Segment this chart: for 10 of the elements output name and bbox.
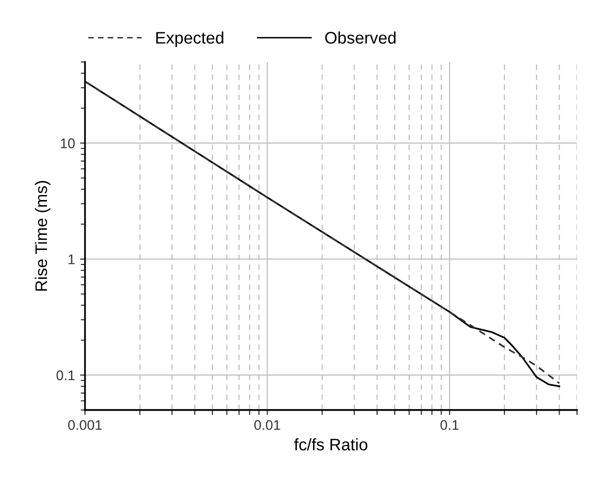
y-tick-label: 0.1 [56,370,75,380]
x-tick-label: 0.001 [68,420,102,430]
legend-label: Observed [325,31,396,44]
y-tick-label: 1 [68,254,75,264]
x-axis-title: fc/fs Ratio [294,438,368,450]
x-tick-label: 0.01 [254,420,280,430]
y-tick-label: 10 [60,138,75,148]
y-axis-title: Rise Time (ms) [34,181,50,291]
x-tick-label: 0.1 [440,420,459,430]
legend-label: Expected [156,31,224,47]
